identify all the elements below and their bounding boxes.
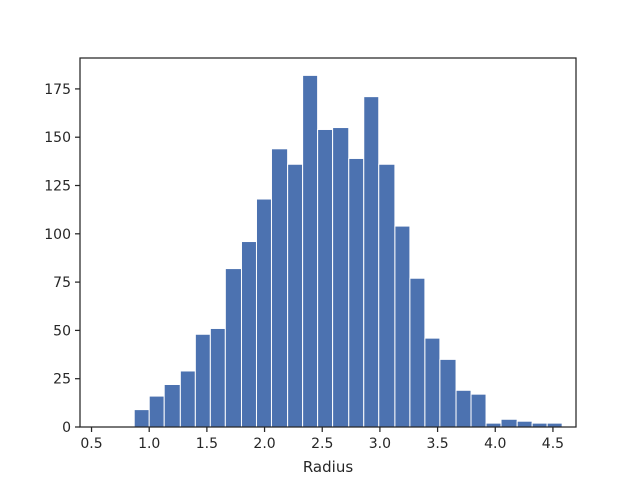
y-tick-label: 175 <box>44 82 71 98</box>
histogram-bar <box>224 268 242 428</box>
histogram-bar <box>348 157 365 428</box>
plot-area-frame <box>79 57 577 428</box>
x-axis-label: Radius <box>303 458 353 476</box>
histogram-bar <box>394 225 411 428</box>
histogram-bars <box>133 74 563 428</box>
histogram-bar <box>179 370 196 428</box>
histogram-bar <box>287 163 304 428</box>
histogram-bar <box>439 358 457 428</box>
histogram-bar <box>470 393 487 428</box>
y-tick-label: 150 <box>44 130 71 146</box>
x-tick-label: 2.0 <box>253 436 275 452</box>
y-tick-label: 100 <box>44 227 71 243</box>
histogram-bar <box>424 337 441 428</box>
x-tick-label: 4.0 <box>484 436 506 452</box>
y-tick-label: 125 <box>44 179 71 195</box>
histogram-bar <box>209 327 226 428</box>
x-tick-label: 2.5 <box>311 436 333 452</box>
histogram-bar <box>363 96 380 428</box>
x-tick-label: 4.5 <box>542 436 564 452</box>
histogram-bar <box>255 198 272 428</box>
y-tick-label: 25 <box>53 372 71 388</box>
x-tick-label: 0.5 <box>80 436 102 452</box>
x-tick-label: 1.5 <box>196 436 218 452</box>
histogram-bar <box>409 277 426 428</box>
y-tick-label: 75 <box>53 275 71 291</box>
histogram-bar <box>133 409 150 428</box>
histogram-bar <box>500 418 518 428</box>
histogram-bar <box>163 383 181 428</box>
y-tick-label: 50 <box>53 323 71 339</box>
histogram-bar <box>516 420 533 428</box>
histogram-bar <box>302 74 319 428</box>
histogram-bar <box>317 128 334 428</box>
histogram-bar <box>194 333 211 428</box>
histogram-bar <box>455 389 472 428</box>
x-tick-label: 3.0 <box>369 436 391 452</box>
x-tick-label: 3.5 <box>426 436 448 452</box>
y-tick-label: 0 <box>62 420 71 436</box>
histogram-bar <box>378 163 396 428</box>
y-axis-ticks: 0 25 50 75 100 125 150 175 <box>44 82 80 436</box>
histogram-bar <box>240 241 257 428</box>
x-tick-label: 1.0 <box>138 436 160 452</box>
histogram-bar <box>270 148 289 428</box>
x-axis-ticks: 0.5 1.0 1.5 2.0 2.5 3.0 3.5 4.0 4.5 <box>80 427 564 452</box>
histogram-bar <box>332 127 350 428</box>
histogram-bar <box>148 395 165 428</box>
